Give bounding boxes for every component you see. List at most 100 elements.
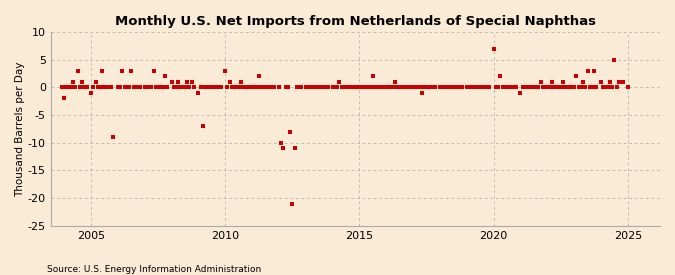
Point (622, 85, 633, 90)
Point (231, 85, 242, 90)
Point (334, 80, 345, 84)
Point (484, 85, 495, 90)
Point (472, 85, 483, 90)
Point (209, 85, 219, 90)
Point (207, 85, 217, 90)
Point (580, 85, 591, 90)
Point (515, 91, 526, 95)
Point (188, 85, 199, 90)
Point (305, 85, 316, 90)
Point (542, 85, 553, 90)
Point (607, 85, 618, 90)
Point (385, 85, 396, 90)
Point (224, 80, 235, 84)
Point (327, 85, 338, 90)
Point (142, 85, 153, 90)
Point (246, 85, 257, 90)
Point (618, 80, 628, 84)
Point (360, 85, 371, 90)
Point (159, 74, 170, 78)
Point (144, 85, 155, 90)
Point (345, 85, 356, 90)
Point (323, 85, 333, 90)
Point (508, 85, 519, 90)
Point (372, 85, 383, 90)
Point (236, 80, 246, 84)
Point (377, 85, 387, 90)
Point (309, 85, 320, 90)
Point (598, 85, 609, 90)
Point (556, 85, 566, 90)
Point (130, 85, 141, 90)
Point (318, 85, 329, 90)
Point (356, 85, 367, 90)
Point (280, 85, 291, 90)
Point (287, 202, 298, 206)
Point (211, 85, 221, 90)
Point (430, 85, 441, 90)
Point (99, 85, 110, 90)
Point (522, 85, 533, 90)
Point (616, 80, 626, 84)
Point (157, 85, 168, 90)
Point (200, 85, 211, 90)
Point (275, 141, 286, 145)
Point (350, 85, 360, 90)
Point (585, 85, 595, 90)
Point (128, 85, 139, 90)
Point (307, 85, 318, 90)
Point (338, 85, 349, 90)
Point (61, 85, 72, 90)
Point (341, 85, 352, 90)
Point (614, 80, 624, 84)
Point (215, 85, 226, 90)
Point (227, 85, 238, 90)
Point (464, 85, 475, 90)
Point (595, 80, 606, 84)
Point (336, 85, 347, 90)
Point (410, 85, 421, 90)
Point (401, 85, 412, 90)
Point (132, 85, 143, 90)
Point (500, 85, 510, 90)
Point (171, 85, 182, 90)
Point (198, 124, 209, 128)
Point (531, 85, 541, 90)
Point (186, 80, 197, 84)
Point (146, 85, 157, 90)
Point (155, 85, 166, 90)
Point (477, 85, 488, 90)
Point (569, 85, 580, 90)
Point (269, 85, 280, 90)
Point (251, 85, 262, 90)
Point (537, 85, 548, 90)
Point (77, 80, 88, 84)
Point (479, 85, 490, 90)
Point (314, 85, 325, 90)
Point (387, 85, 398, 90)
Point (242, 85, 253, 90)
Point (122, 85, 132, 90)
Point (253, 74, 264, 78)
Point (481, 85, 492, 90)
Point (414, 85, 425, 90)
Point (446, 85, 456, 90)
Point (113, 85, 124, 90)
Point (117, 68, 128, 73)
Point (95, 85, 105, 90)
Point (312, 85, 323, 90)
Point (86, 91, 97, 95)
Point (425, 85, 436, 90)
Point (553, 85, 564, 90)
Point (115, 85, 126, 90)
Point (535, 80, 546, 84)
Point (321, 85, 331, 90)
Point (292, 85, 302, 90)
Point (101, 85, 112, 90)
Point (70, 85, 81, 90)
Point (278, 146, 289, 150)
Point (195, 85, 206, 90)
Point (222, 85, 233, 90)
Point (419, 85, 430, 90)
Point (381, 85, 392, 90)
